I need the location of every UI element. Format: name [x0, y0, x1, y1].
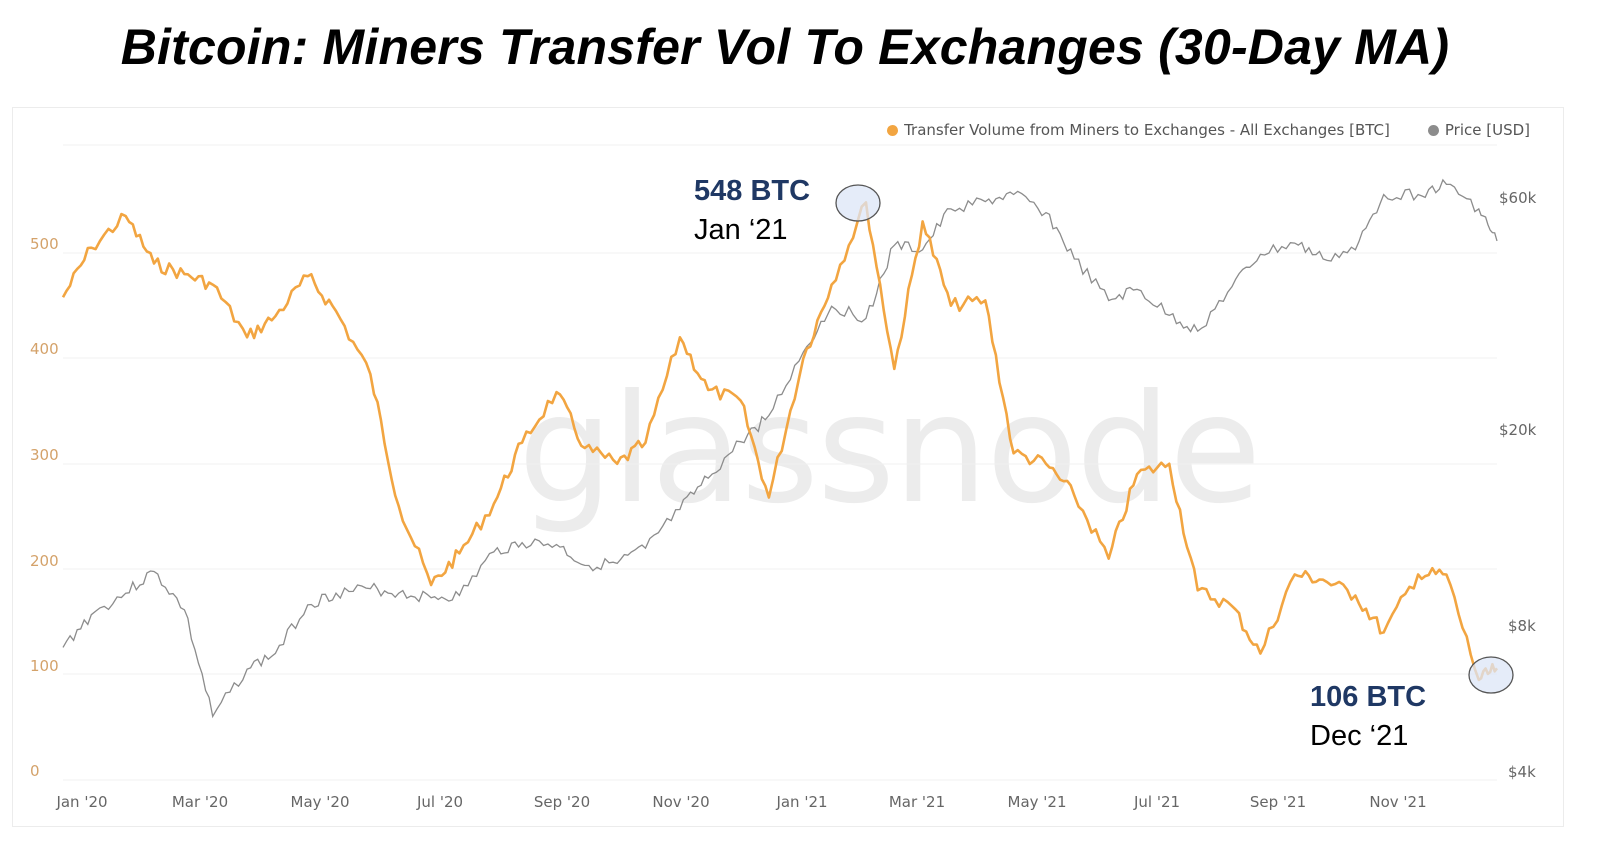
gridlines [63, 144, 1497, 781]
chart-frame [12, 107, 1564, 827]
y-axis-left-tick: 0 [30, 762, 40, 780]
y-axis-left-tick: 300 [30, 446, 59, 464]
y-axis-left-tick: 400 [30, 340, 59, 358]
latest-annotation-date: Dec ‘21 [1310, 720, 1409, 752]
peak-highlight-circle [835, 184, 881, 222]
x-axis-tick: Mar '21 [888, 793, 946, 811]
transfer-volume-line [61, 201, 1499, 682]
x-axis-tick: Jan '20 [56, 793, 108, 811]
y-axis-right-tick: $20k [1499, 421, 1537, 439]
y-axis-right-tick: $4k [1508, 763, 1536, 781]
legend-label: Transfer Volume from Miners to Exchanges… [904, 121, 1390, 139]
x-axis-tick: Jul '21 [1133, 793, 1181, 811]
y-axis-left-tick: 200 [30, 552, 59, 570]
latest-annotation-value: 106 BTC [1310, 681, 1427, 713]
chart-title: Bitcoin: Miners Transfer Vol To Exchange… [120, 19, 1450, 75]
price-line [62, 178, 1498, 719]
x-axis-tick: Jan '21 [776, 793, 828, 811]
peak-annotation-value: 548 BTC [694, 175, 811, 207]
legend-label: Price [USD] [1444, 121, 1530, 139]
legend-dot-orange-icon [887, 124, 899, 136]
x-axis-tick: Nov '21 [1369, 793, 1427, 811]
y-axis-right-tick: $8k [1508, 617, 1536, 635]
y-axis-left-tick: 100 [30, 657, 59, 675]
x-axis-tick: Mar '20 [171, 793, 229, 811]
x-axis-tick: Nov '20 [652, 793, 710, 811]
watermark: glassnode [518, 363, 1261, 537]
peak-annotation-date: Jan ‘21 [694, 214, 788, 246]
legend: Transfer Volume from Miners to Exchanges… [887, 121, 1530, 139]
y-axis-right-tick: $60k [1499, 189, 1537, 207]
x-axis-tick: Sep '21 [1249, 793, 1307, 811]
latest-highlight-circle [1468, 656, 1514, 694]
y-axis-left-tick: 500 [30, 235, 59, 253]
legend-dot-grey-icon [1427, 124, 1439, 136]
legend-item-price[interactable]: Price [USD] [1427, 121, 1530, 139]
x-axis-tick: Sep '20 [533, 793, 591, 811]
x-axis-tick: May '21 [1007, 793, 1067, 811]
x-axis-tick: Jul '20 [416, 793, 464, 811]
legend-item-transfer-volume[interactable]: Transfer Volume from Miners to Exchanges… [887, 121, 1390, 139]
x-axis-tick: May '20 [290, 793, 350, 811]
